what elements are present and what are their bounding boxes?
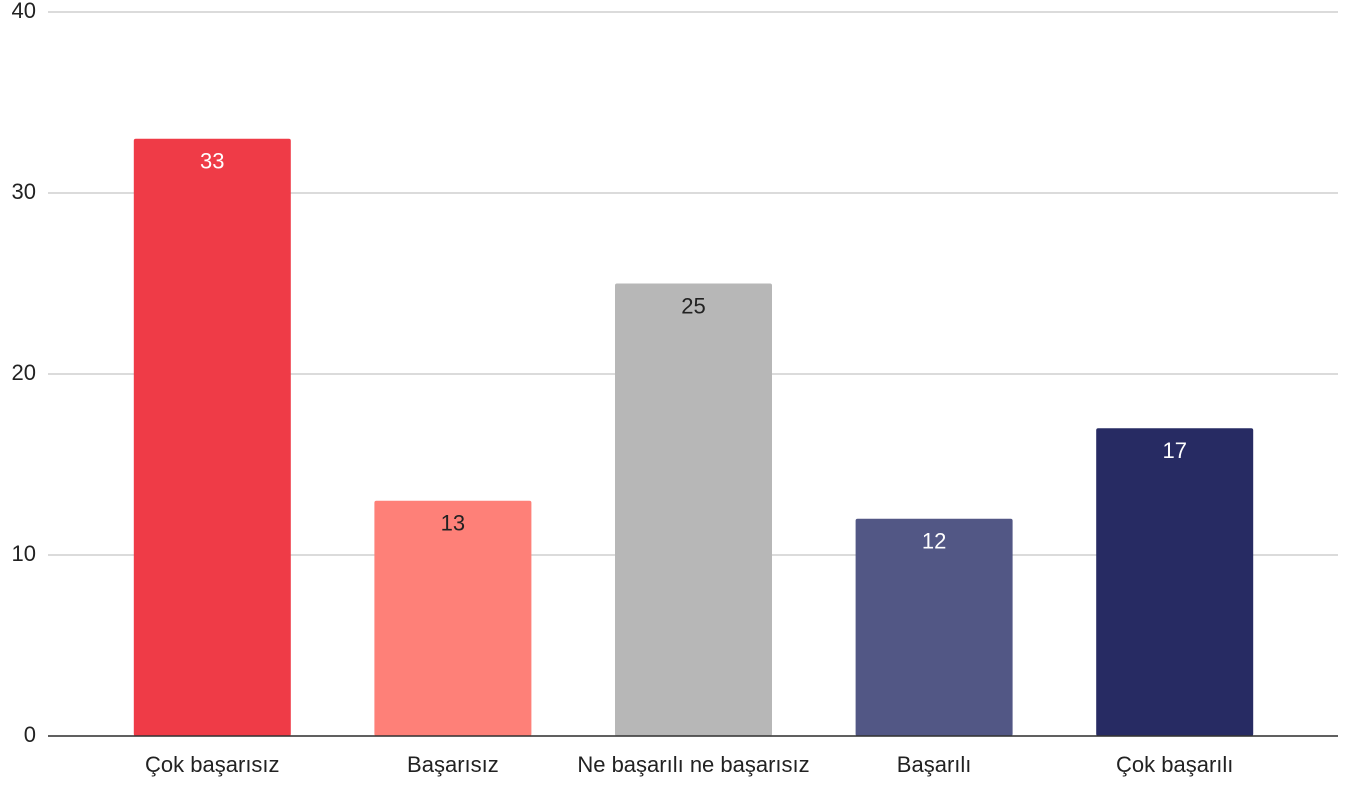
- bar: [855, 518, 1013, 736]
- y-tick-label: 10: [12, 541, 36, 566]
- y-tick-label: 30: [12, 179, 36, 204]
- y-tick-label: 20: [12, 360, 36, 385]
- bar: [133, 138, 291, 736]
- x-tick-label: Başarısız: [407, 752, 499, 777]
- y-tick-label: 0: [24, 722, 36, 747]
- y-tick-label: 40: [12, 0, 36, 23]
- x-tick-label: Başarılı: [897, 752, 972, 777]
- x-tick-label: Çok başarısız: [145, 752, 280, 777]
- data-label: 17: [1162, 438, 1186, 463]
- data-label: 33: [200, 149, 224, 174]
- data-label: 25: [681, 293, 705, 318]
- bar: [1096, 428, 1254, 736]
- bar: [374, 500, 532, 736]
- data-label: 12: [922, 529, 946, 554]
- bar: [615, 283, 772, 736]
- x-tick-label: Ne başarılı ne başarısız: [577, 752, 809, 777]
- x-tick-label: Çok başarılı: [1116, 752, 1233, 777]
- data-label: 13: [441, 511, 465, 536]
